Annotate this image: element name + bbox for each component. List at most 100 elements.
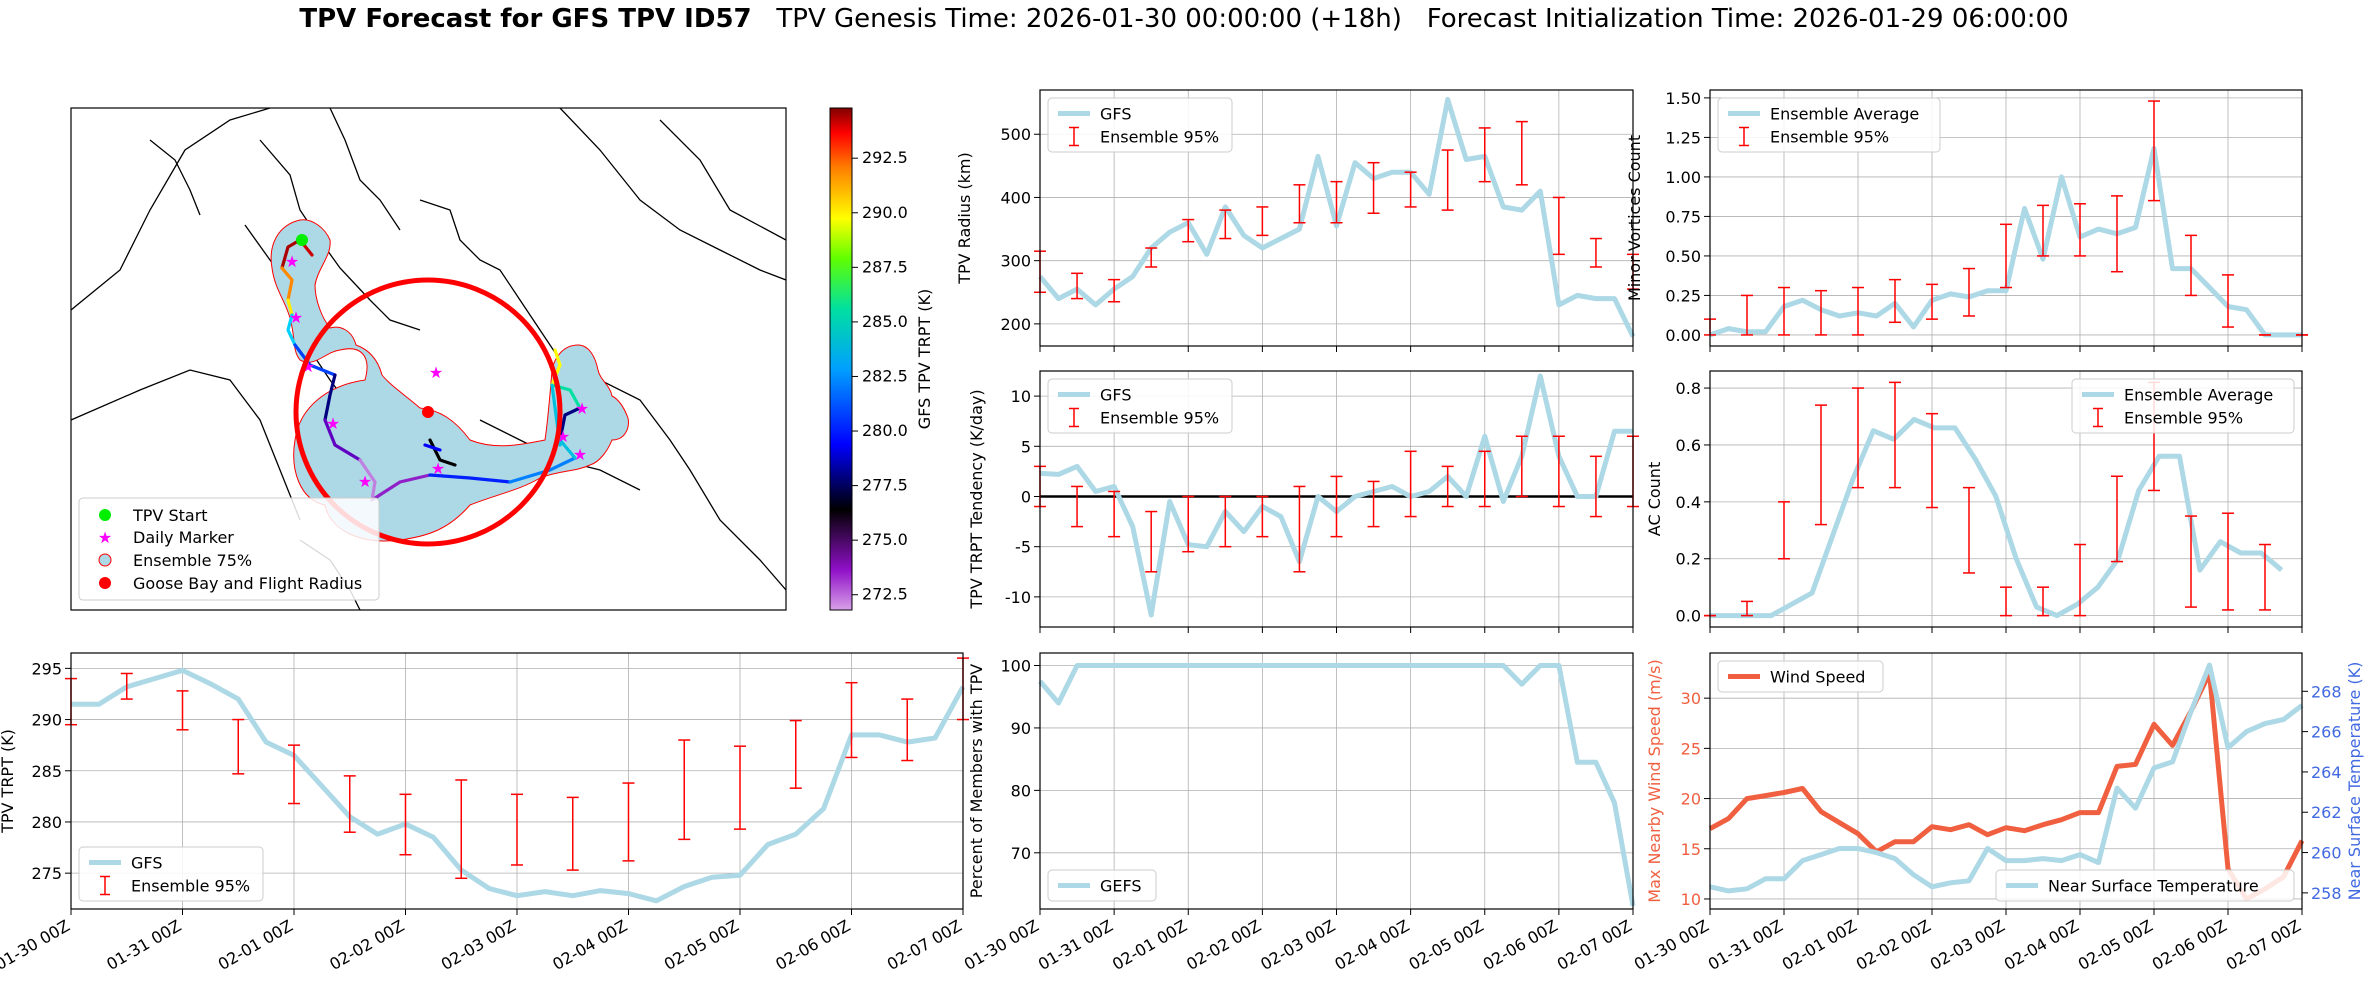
y-tick-label: 400 — [1000, 188, 1031, 207]
goose-bay-legend-icon — [99, 577, 111, 589]
daily-marker-icon: ★ — [575, 399, 589, 418]
legend-box — [1717, 97, 1941, 153]
y-tick-label: 280 — [31, 813, 62, 832]
colorbar-tick-label: 287.5 — [862, 257, 908, 276]
y-tick-label: 0 — [1021, 487, 1031, 506]
y-tick-label: 0.6 — [1676, 436, 1701, 455]
y-tick-label: 0.25 — [1665, 286, 1701, 305]
y-tick-label: 15 — [1681, 840, 1701, 859]
x-tick-label: 01-31 00Z — [103, 916, 184, 974]
y-tick-label: 70 — [1011, 844, 1031, 863]
y-tick-label: 0.8 — [1676, 379, 1701, 398]
y-right-tick-label: 264 — [2311, 763, 2342, 782]
chart-radius: 200 300 400 500 TPV Radius (km) GFS Ensemble 9… — [955, 89, 1639, 352]
y-tick-label: 1.25 — [1665, 128, 1701, 147]
chart-trpt: 01-30 00Z 01-31 00Z 02-01 00Z 02-02 00Z 02-0… — [0, 652, 969, 974]
y-right-tick-label: 258 — [2311, 884, 2342, 903]
x-tick-label: 01-31 00Z — [1035, 916, 1116, 974]
legend-label: GFS — [1100, 105, 1131, 124]
x-tick-label: 02-03 00Z — [438, 916, 519, 974]
x-tick-label: 02-01 00Z — [215, 916, 296, 974]
series-line-gfs — [1038, 97, 1636, 338]
map-content: ★ ★ ★ ★ ★ ★ ★ ★ ★ ★ — [71, 108, 786, 610]
x-tick-label: 01-31 00Z — [1705, 916, 1786, 974]
goose-bay-marker — [422, 406, 434, 418]
colorbar-gradient — [829, 107, 853, 611]
x-tick-label: 02-07 00Z — [884, 916, 965, 974]
x-tick-label: 02-02 00Z — [1183, 916, 1264, 974]
x-tick-label: 02-03 00Z — [1257, 916, 1338, 974]
ensemble-75-legend-icon — [98, 553, 112, 567]
daily-marker-icon: ★ — [573, 445, 587, 464]
daily-marker-icon: ★ — [429, 363, 443, 382]
legend-label: Ensemble 95% — [2124, 409, 2243, 428]
plot-frame — [1709, 370, 2303, 628]
y-tick-label: 300 — [1000, 252, 1031, 271]
legend-box — [1047, 869, 1157, 902]
map-frame — [70, 107, 787, 611]
y-tick-label: 0.2 — [1676, 550, 1701, 569]
series-line-near-surface-temperature — [1709, 662, 2304, 894]
daily-markers: ★ ★ ★ ★ ★ ★ ★ ★ ★ ★ — [285, 252, 589, 491]
plot-frame — [1709, 89, 2303, 347]
y-tick-label: 5 — [1021, 437, 1031, 456]
legend-label: Near Surface Temperature — [2048, 877, 2259, 896]
map-panel: ★ ★ ★ ★ ★ ★ ★ ★ ★ ★ TPV Start ★ — [70, 107, 934, 611]
y-tick-label: 0.75 — [1665, 207, 1701, 226]
legend-label: Ensemble 95% — [1100, 128, 1219, 147]
legend-label: GFS — [1100, 386, 1131, 405]
y-tick-label: -5 — [1015, 538, 1031, 557]
y-tick-label: 80 — [1011, 781, 1031, 800]
colorbar-tick-label: 290.0 — [862, 203, 908, 222]
legend-box — [78, 846, 264, 902]
map-legend: TPV Start ★ Daily Marker Ensemble 75% Go… — [78, 497, 380, 601]
legend-label: GFS — [131, 854, 162, 873]
x-tick-label: 01-30 00Z — [1631, 916, 1712, 974]
y-axis-label: TPV TRPT (K) — [0, 729, 17, 834]
chart-tendency: -10 -5 0 5 10 TPV TRPT Tendency (K/day) GFS Ens… — [967, 370, 1639, 633]
colorbar-tick-label: 280.0 — [862, 421, 908, 440]
legend-label: Ensemble 95% — [1100, 409, 1219, 428]
tpv-start-legend-icon — [99, 509, 111, 521]
y-axis-label: Minor Vortices Count — [1625, 135, 1644, 301]
y-right-axis-label: Near Surface Temperature (K) — [2345, 662, 2364, 901]
y-tick-label: 10 — [1681, 890, 1701, 909]
colorbar-tick-label: 272.5 — [862, 585, 908, 604]
colorbar-tick-label: 275.0 — [862, 530, 908, 549]
legend-goose-bay: Goose Bay and Flight Radius — [133, 574, 362, 593]
colorbar-tick-label: 292.5 — [862, 148, 908, 167]
x-tick-label: 02-01 00Z — [1109, 916, 1190, 974]
legend-label: Ensemble Average — [2124, 386, 2273, 405]
plot-frame — [70, 652, 964, 910]
x-tick-label: 02-05 00Z — [1405, 916, 1486, 974]
y-tick-label: 290 — [31, 711, 62, 730]
y-tick-label: 1.50 — [1665, 89, 1701, 108]
y-tick-label: 1.00 — [1665, 168, 1701, 187]
colorbar-tick-label: 282.5 — [862, 366, 908, 385]
daily-marker-icon: ★ — [358, 472, 372, 491]
series-line-gefs — [1038, 663, 1636, 907]
legend-ensemble-75: Ensemble 75% — [133, 551, 252, 570]
x-tick-label: 02-07 00Z — [1554, 916, 1635, 974]
y-axis-label: AC Count — [1645, 462, 1664, 536]
y-tick-label: 0.00 — [1665, 326, 1701, 345]
y-tick-label: 100 — [1000, 656, 1031, 675]
y-tick-label: 0.50 — [1665, 247, 1701, 266]
colorbar-label: GFS TPV TRPT (K) — [915, 289, 934, 429]
legend-box — [1047, 97, 1233, 153]
y-axis-label: TPV Radius (km) — [955, 152, 974, 285]
legend-box — [1717, 660, 1884, 693]
figure-title: TPV Forecast for GFS TPV ID57 TPV Genesi… — [0, 4, 2368, 34]
chart-minor: 0.00 0.25 0.50 0.75 1.00 1.25 1.50 Minor Vortic… — [1625, 89, 2308, 352]
legend-box — [2071, 378, 2295, 434]
y-right-tick-label: 268 — [2311, 682, 2342, 701]
x-tick-label: 02-04 00Z — [2001, 916, 2082, 974]
legend-label: GEFS — [1100, 877, 1142, 896]
plot-frame — [1039, 89, 1634, 347]
x-tick-label: 02-01 00Z — [1779, 916, 1860, 974]
chart-ac: 0.0 0.2 0.4 0.6 0.8 AC Count Ensemble Average E… — [1645, 370, 2303, 633]
y-tick-label: 0.4 — [1676, 493, 1701, 512]
title-genesis-time: TPV Genesis Time: 2026-01-30 00:00:00 (+… — [776, 4, 1402, 34]
